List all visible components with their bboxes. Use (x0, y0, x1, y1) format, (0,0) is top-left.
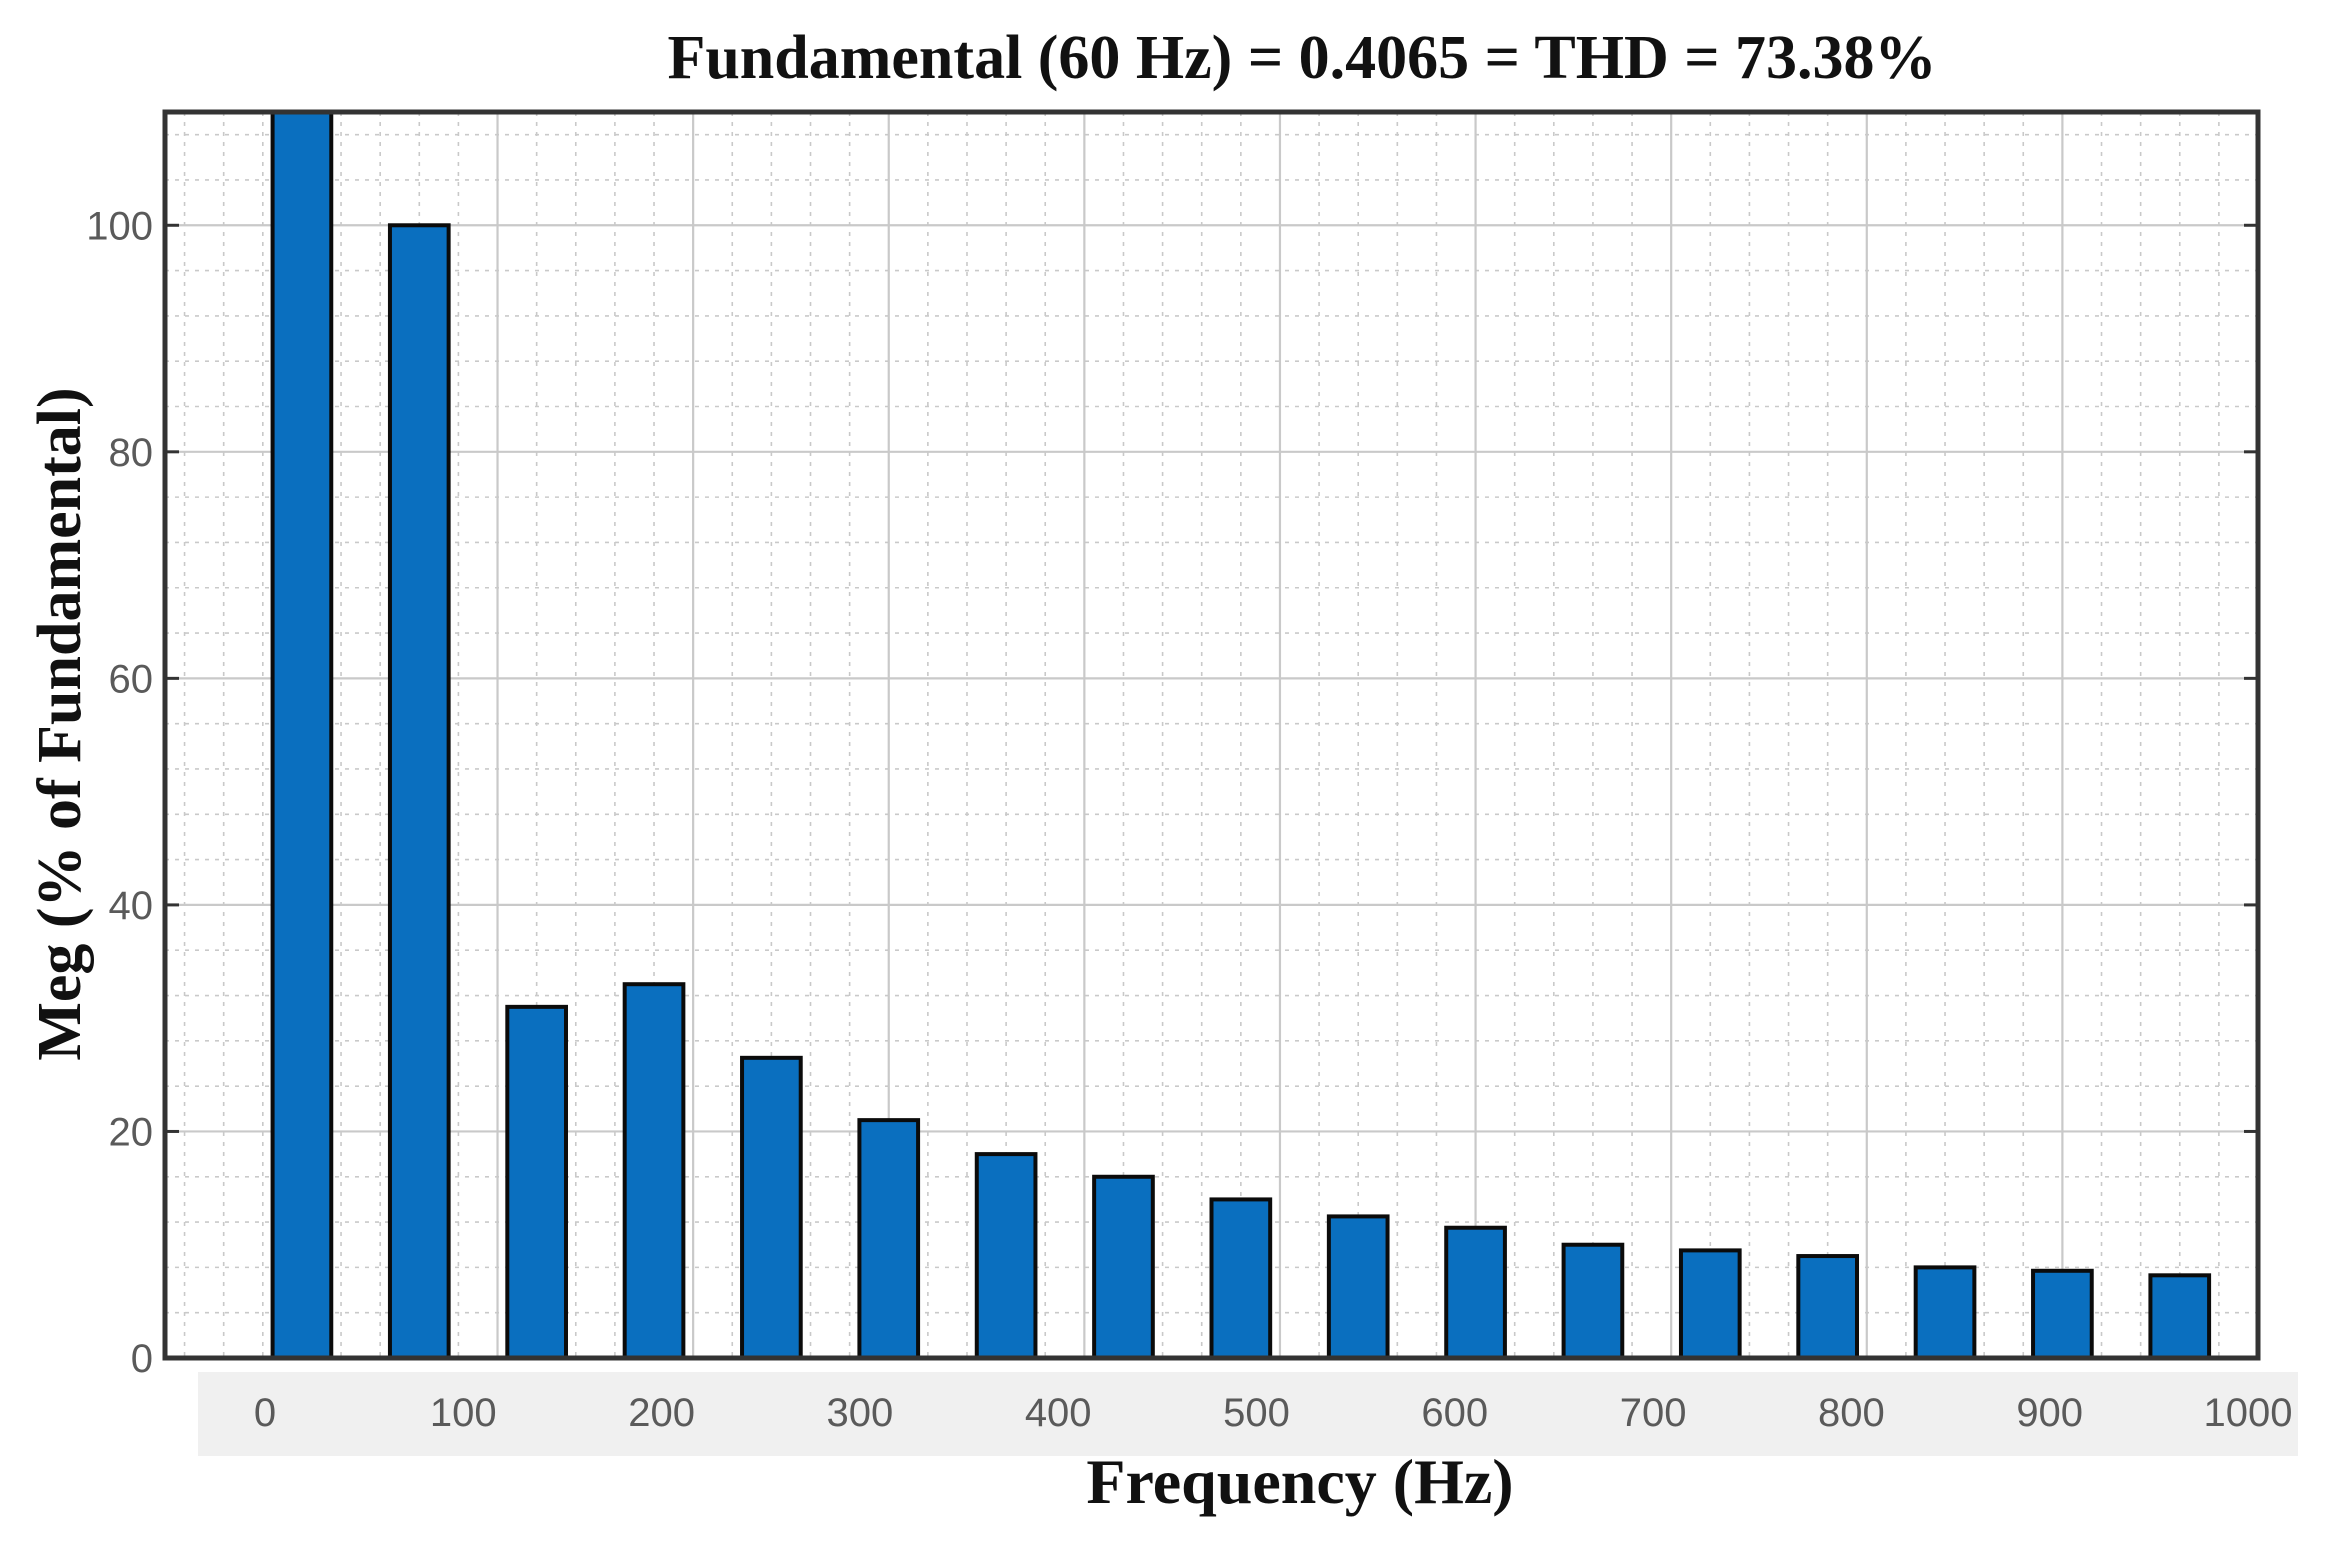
axis-ticks (165, 223, 2258, 1360)
x-tick-label: 700 (1620, 1391, 1687, 1435)
x-tick-label: 800 (1818, 1391, 1885, 1435)
bars (270, 110, 2212, 1361)
plot-area (165, 112, 2258, 1358)
y-tick-label: 40 (109, 884, 154, 928)
bar-720hz (1678, 1248, 1742, 1360)
bar-960hz (2148, 1273, 2212, 1361)
x-tick-labels: 0 100 200 300 400 500 600 700 800 900 1000 (254, 1391, 2293, 1435)
x-tick-label: 100 (430, 1391, 497, 1435)
bar-0hz (270, 110, 334, 1360)
bar-600hz (1444, 1225, 1507, 1360)
x-tick-label: 500 (1223, 1391, 1290, 1435)
y-tick-label: 20 (109, 1110, 154, 1154)
x-tick-label: 200 (628, 1391, 695, 1435)
bar-240hz (740, 1055, 803, 1360)
x-tick-label: 400 (1025, 1391, 1092, 1435)
x-tick-label: 300 (827, 1391, 894, 1435)
bar-900hz (2031, 1268, 2094, 1361)
bar-420hz (1092, 1174, 1155, 1361)
bar-120hz (505, 1004, 568, 1360)
x-tick-label: 1000 (2204, 1391, 2293, 1435)
bar-480hz (1209, 1197, 1273, 1361)
bar-60hz (387, 223, 451, 1361)
y-axis-label: Meg (% of Fundamental) (26, 387, 94, 1060)
y-tick-label: 80 (109, 431, 154, 475)
bar-180hz (622, 982, 686, 1360)
bar-840hz (1913, 1265, 1977, 1361)
y-tick-label: 60 (109, 657, 154, 701)
plot-frame (162, 109, 2261, 1361)
bar-360hz (974, 1152, 1038, 1361)
x-tick-band-fill (198, 1372, 2298, 1456)
x-axis-label: Frequency (Hz) (1086, 1446, 1513, 1517)
bar-540hz (1326, 1214, 1390, 1360)
y-tick-label: 0 (131, 1337, 153, 1381)
x-tick-band (198, 1372, 2298, 1456)
x-tick-label: 900 (2016, 1391, 2083, 1435)
x-tick-label: 600 (1421, 1391, 1488, 1435)
bar-660hz (1561, 1242, 1625, 1361)
x-tick-label: 0 (254, 1391, 276, 1435)
chart-title: Fundamental (60 Hz) = 0.4065 = THD = 73.… (667, 24, 1936, 92)
bar-300hz (857, 1118, 921, 1361)
y-tick-label: 100 (86, 204, 153, 248)
bar-780hz (1796, 1254, 1860, 1361)
y-tick-labels: 0 20 40 60 80 100 (86, 204, 153, 1381)
